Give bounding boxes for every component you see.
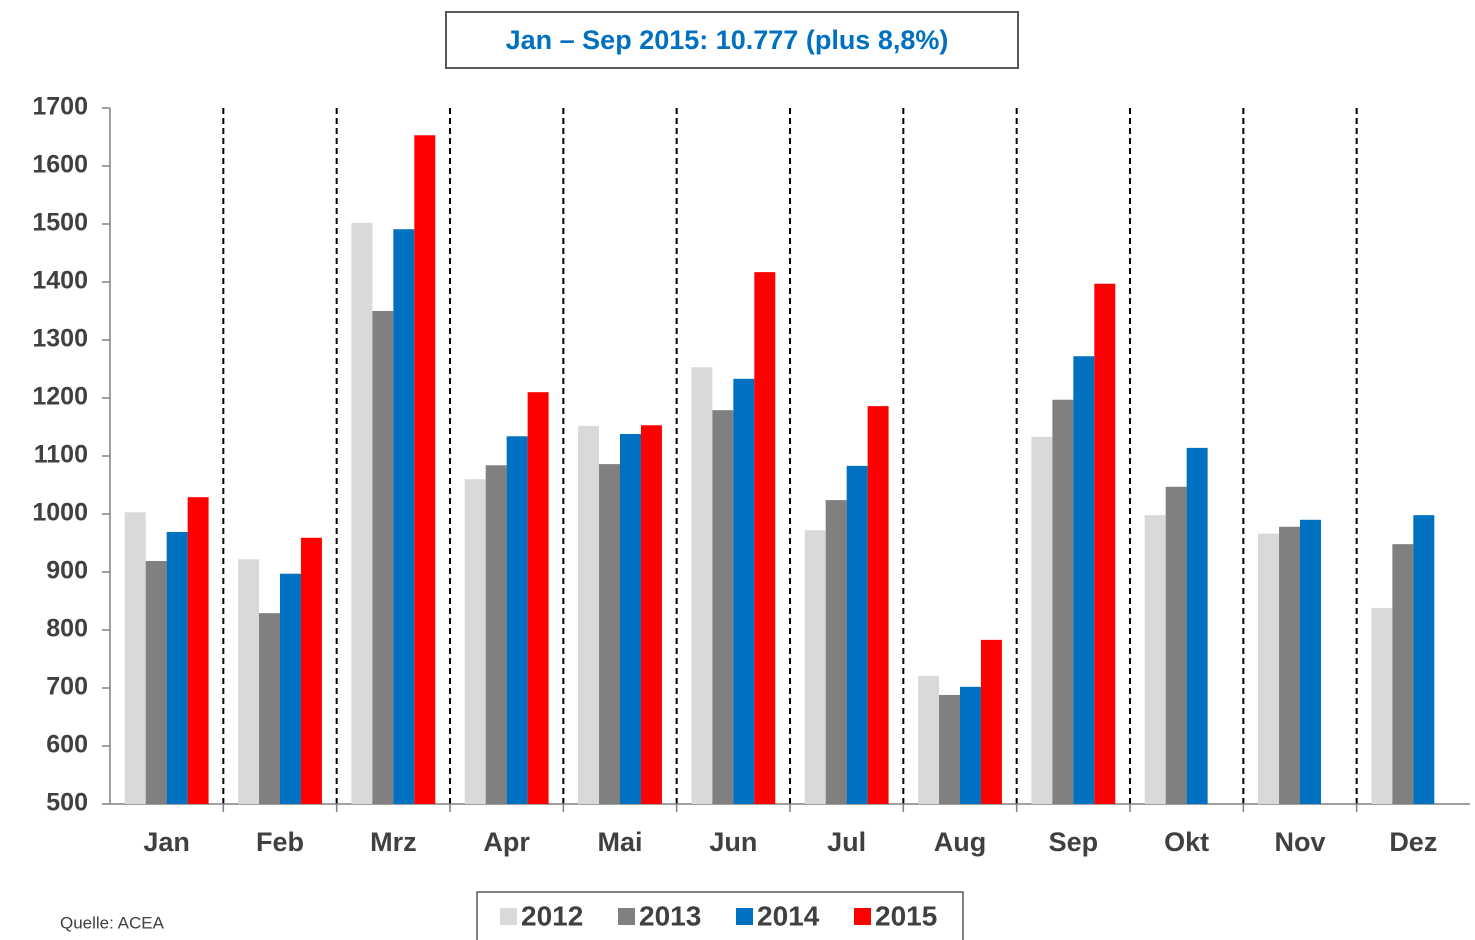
bar (506, 436, 528, 804)
bar (351, 222, 373, 805)
y-tick-label: 800 (46, 615, 88, 643)
bar (1258, 533, 1280, 804)
chart-title: Jan – Sep 2015: 10.777 (plus 8,8%) (506, 25, 949, 55)
x-tick-label: Jan (143, 827, 190, 857)
bar (393, 229, 415, 805)
bar (980, 639, 1002, 804)
x-tick-label: Jul (827, 827, 866, 857)
y-tick-label: 1200 (32, 383, 88, 411)
bar (939, 694, 960, 804)
x-tick-label: Okt (1164, 827, 1209, 857)
bar (1413, 515, 1435, 804)
x-tick-label: Mrz (370, 827, 417, 857)
bar (578, 425, 600, 804)
legend-swatch (500, 908, 517, 925)
bar (300, 537, 322, 804)
bar (1300, 519, 1321, 804)
bar (804, 530, 826, 804)
bar (1371, 607, 1393, 804)
bar (1031, 436, 1053, 804)
y-tick-label: 1600 (32, 151, 88, 179)
bar (960, 686, 981, 804)
legend-box (476, 891, 964, 940)
legend-label: 2015 (875, 900, 937, 931)
bar (918, 675, 940, 804)
bar (1094, 283, 1116, 804)
x-tick-label: Apr (483, 827, 530, 857)
bar (1144, 515, 1166, 804)
bar (640, 425, 662, 804)
x-tick-label: Dez (1389, 827, 1437, 857)
x-tick-label: Feb (256, 827, 304, 857)
y-tick-label: 700 (46, 673, 88, 701)
bar (712, 410, 734, 804)
x-tick-label: Nov (1274, 827, 1325, 857)
legend-label: 2012 (521, 900, 583, 931)
legend-label: 2013 (639, 900, 701, 931)
bar (1186, 447, 1208, 804)
source: Quelle: ACEA (60, 913, 165, 932)
bar (187, 497, 209, 804)
y-tick-label: 1700 (32, 93, 88, 121)
y-tick-label: 1400 (32, 267, 88, 295)
y-tick-label: 600 (46, 731, 88, 759)
legend-label: 2014 (757, 900, 820, 931)
legend-swatch (854, 908, 871, 925)
bar (464, 479, 486, 804)
bar (733, 378, 755, 804)
bar (846, 465, 868, 804)
bar (259, 613, 280, 804)
bar (414, 135, 436, 804)
y-tick-label: 500 (46, 789, 88, 817)
y-tick-label: 1000 (32, 499, 88, 527)
bar (1392, 544, 1414, 804)
legend-swatch (736, 908, 753, 925)
y-tick-label: 1500 (32, 209, 88, 237)
bar (166, 531, 188, 804)
x-tick-label: Sep (1049, 827, 1099, 857)
bar (691, 367, 713, 804)
bar (867, 406, 889, 804)
x-tick-label: Jun (709, 827, 757, 857)
bar (1052, 399, 1074, 804)
bar (1165, 486, 1187, 804)
bar (527, 392, 549, 804)
bar (124, 512, 146, 804)
bar (825, 500, 847, 804)
bar (280, 573, 301, 804)
bar (754, 272, 776, 804)
bar (620, 433, 641, 804)
bar (145, 560, 167, 804)
bar (372, 311, 394, 804)
bar (485, 465, 507, 804)
title-box (445, 11, 1019, 69)
bar (1279, 526, 1300, 804)
x-tick-label: Aug (934, 827, 986, 857)
y-tick-label: 1300 (32, 325, 88, 353)
y-tick-label: 900 (46, 557, 88, 585)
legend-swatch (618, 908, 635, 925)
bar (1073, 356, 1095, 804)
x-tick-label: Mai (597, 827, 642, 857)
bar (238, 559, 260, 804)
bar (599, 464, 620, 804)
y-tick-label: 1100 (34, 441, 88, 469)
